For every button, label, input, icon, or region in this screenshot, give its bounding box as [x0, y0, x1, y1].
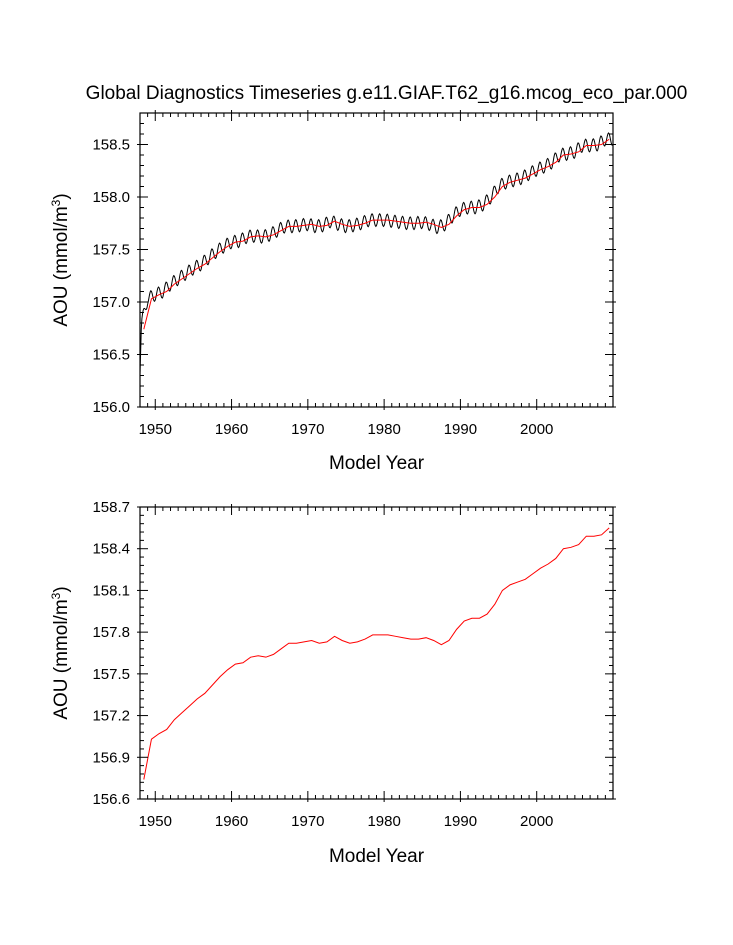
y-tick-label: 156.9	[92, 749, 130, 766]
bottom-panel: 1950 1960 1970 1980 1990 2000 156.6 156.9 157.2 1…	[49, 499, 616, 867]
x-tick-label: 1970	[291, 421, 324, 438]
x-tick-label: 1960	[215, 813, 248, 830]
y-tick-label: 156.0	[92, 399, 130, 416]
x-tick-label: 1970	[291, 813, 324, 830]
x-tick-label: 1980	[367, 421, 400, 438]
y-axis-label-main: AOU (mmol/m	[51, 599, 72, 719]
series-line-annual-mean	[143, 138, 610, 330]
series-group	[143, 527, 610, 780]
y-tick-label: 157.8	[92, 624, 130, 641]
y-tick-label: 158.1	[92, 582, 130, 599]
y-tick-label: 158.4	[92, 541, 130, 558]
y-tick-label: 158.7	[92, 499, 130, 516]
y-tick-label: 158.5	[92, 137, 130, 154]
x-tick-label: 2000	[520, 421, 553, 438]
x-axis-label: Model Year	[329, 846, 425, 867]
y-axis-label-superscript: 3	[49, 592, 63, 599]
y-tick-label: 157.2	[92, 708, 130, 725]
y-tick-label: 156.6	[92, 791, 130, 808]
series-line-monthly	[140, 132, 613, 375]
y-axis-label: AOU (mmol/m3)	[49, 193, 72, 326]
y-tick-label: 158.0	[92, 189, 130, 206]
y-axis-label: AOU (mmol/m3)	[49, 586, 72, 719]
chart-title: Global Diagnostics Timeseries g.e11.GIAF…	[86, 83, 688, 104]
x-axis-label: Model Year	[329, 453, 425, 474]
y-axis-label-close: )	[51, 193, 72, 199]
x-tick-label: 1950	[139, 813, 172, 830]
x-tick-label: 1960	[215, 421, 248, 438]
series-line-annual-mean	[143, 527, 610, 780]
plot-frame	[139, 112, 614, 408]
plot-frame	[139, 506, 614, 800]
x-tick-label: 1980	[367, 813, 400, 830]
x-tick-label: 1990	[444, 813, 477, 830]
y-axis-label-close: )	[51, 586, 72, 592]
y-axis-label-superscript: 3	[49, 199, 63, 206]
y-axis-label-main: AOU (mmol/m	[51, 206, 72, 326]
y-tick-label: 157.0	[92, 294, 130, 311]
y-tick-label: 157.5	[92, 242, 130, 259]
series-group	[140, 132, 613, 375]
x-tick-label: 1950	[139, 421, 172, 438]
top-panel: Global Diagnostics Timeseries g.e11.GIAF…	[49, 83, 687, 474]
y-tick-label: 157.5	[92, 666, 130, 683]
x-tick-label: 1990	[444, 421, 477, 438]
y-tick-label: 156.5	[92, 347, 130, 364]
x-tick-label: 2000	[520, 813, 553, 830]
